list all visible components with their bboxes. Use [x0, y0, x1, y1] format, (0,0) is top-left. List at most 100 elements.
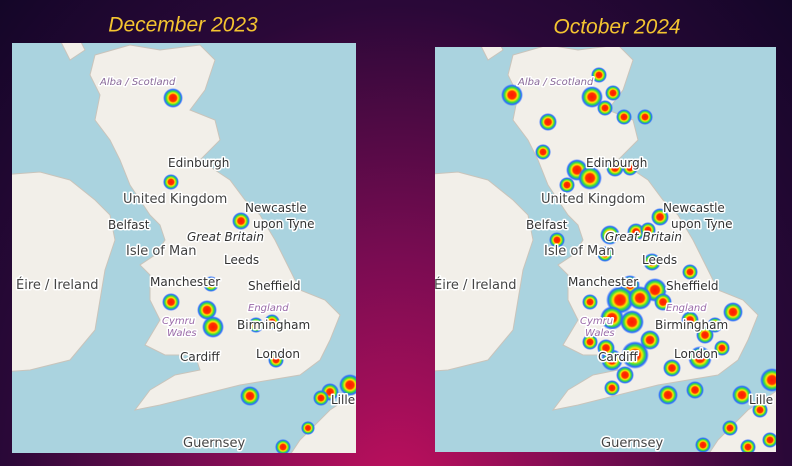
heat-spot [695, 437, 711, 452]
heat-spot [202, 316, 224, 338]
map-label: Sheffield [248, 279, 301, 293]
map-label: Isle of Man [126, 244, 196, 259]
heat-spot [600, 306, 624, 330]
heat-spot [732, 385, 752, 405]
map-label: upon Tyne [671, 217, 733, 231]
heat-spot [682, 264, 698, 280]
heat-spot [606, 159, 624, 177]
map-label: Newcastle [663, 201, 725, 215]
map-label: Éire / Ireland [434, 277, 517, 293]
heat-spot [605, 85, 621, 101]
heat-spot [686, 381, 704, 399]
panel-title: December 2023 [108, 14, 258, 37]
heat-spot [264, 314, 280, 330]
map-label: Belfast [108, 218, 150, 232]
heat-spot [622, 160, 638, 176]
heat-spot [681, 311, 699, 329]
heat-spot [621, 341, 649, 369]
map-label: Cymru [580, 316, 613, 327]
heat-spot [600, 225, 620, 245]
map-label: Manchester [568, 275, 638, 289]
heat-spot [301, 421, 315, 435]
map-label: Belfast [526, 218, 568, 232]
heat-spot [663, 359, 681, 377]
heat-spot [640, 330, 660, 350]
heat-spot [722, 420, 738, 436]
map-left: Alba / Scotland Edinburgh United Kingdom Ne… [12, 43, 356, 453]
heat-spot [559, 177, 575, 193]
heat-spot [163, 88, 183, 108]
heat-spot [162, 293, 180, 311]
heat-spot [616, 366, 634, 384]
heat-spot [762, 432, 776, 448]
map-label: London [256, 347, 300, 361]
map-label: Alba / Scotland [99, 77, 176, 88]
panel-title: October 2024 [553, 16, 680, 39]
heat-spot [582, 334, 598, 350]
heat-spot [637, 109, 653, 125]
heat-spot [591, 67, 607, 83]
heat-spot [752, 402, 768, 418]
heat-spot [604, 380, 620, 396]
heat-spot [197, 300, 217, 320]
heat-spot [723, 302, 743, 322]
heat-spot [760, 368, 776, 392]
heat-spot [658, 385, 678, 405]
heat-spot [268, 352, 284, 368]
map-label: Edinburgh [168, 156, 229, 170]
map-label: Leeds [224, 253, 259, 267]
map-label: Leeds [642, 253, 677, 267]
map-label: Cardiff [598, 350, 638, 364]
heat-spot [688, 346, 712, 370]
map-label: England [666, 303, 707, 314]
heat-spot [275, 439, 291, 453]
heat-spot [248, 317, 264, 333]
map-label: London [674, 347, 718, 361]
heat-spot [654, 293, 672, 311]
heat-spot [581, 86, 603, 108]
heat-spot [651, 208, 669, 226]
heat-spot [240, 386, 260, 406]
heat-spot [232, 212, 250, 230]
heat-spot [597, 100, 613, 116]
heat-spot [203, 276, 219, 292]
map-label: Great Britain [187, 230, 264, 244]
map-label: Cardiff [180, 350, 220, 364]
heat-spot [740, 439, 756, 452]
map-label: Birmingham [655, 318, 728, 332]
map-label: England [248, 303, 289, 314]
map-right: Alba / Scotland Edinburgh United Kingdom Ne… [434, 47, 776, 452]
heat-spot [549, 232, 565, 248]
map-label: upon Tyne [253, 217, 315, 231]
heat-spot [339, 374, 356, 396]
heat-spot [643, 253, 661, 271]
heat-spot [620, 310, 644, 334]
map-label: Sheffield [666, 279, 719, 293]
heat-spot [616, 109, 632, 125]
map-label: Wales [167, 328, 197, 339]
map-label: Éire / Ireland [16, 277, 99, 293]
heat-spot [578, 166, 602, 190]
map-label: Lille [749, 393, 773, 407]
heat-spot [501, 84, 523, 106]
heat-spot [313, 390, 329, 406]
map-label: United Kingdom [123, 192, 227, 207]
heat-spot [628, 286, 652, 310]
map-label: Wales [585, 328, 615, 339]
map-label: Great Britain [605, 230, 682, 244]
map-label: Cymru [162, 316, 195, 327]
map-label: Guernsey [601, 436, 663, 451]
map-label: Alba / Scotland [517, 77, 594, 88]
heat-spot [714, 340, 730, 356]
heat-spot [707, 317, 723, 333]
map-label: Isle of Man [544, 244, 614, 259]
heat-spot [582, 294, 598, 310]
map-label: Newcastle [245, 201, 307, 215]
map-label: Birmingham [237, 318, 310, 332]
heat-spot [597, 246, 613, 262]
heat-spot [535, 144, 551, 160]
map-label: Guernsey [183, 436, 245, 451]
map-label: Lille [331, 393, 355, 407]
map-label: United Kingdom [541, 192, 645, 207]
